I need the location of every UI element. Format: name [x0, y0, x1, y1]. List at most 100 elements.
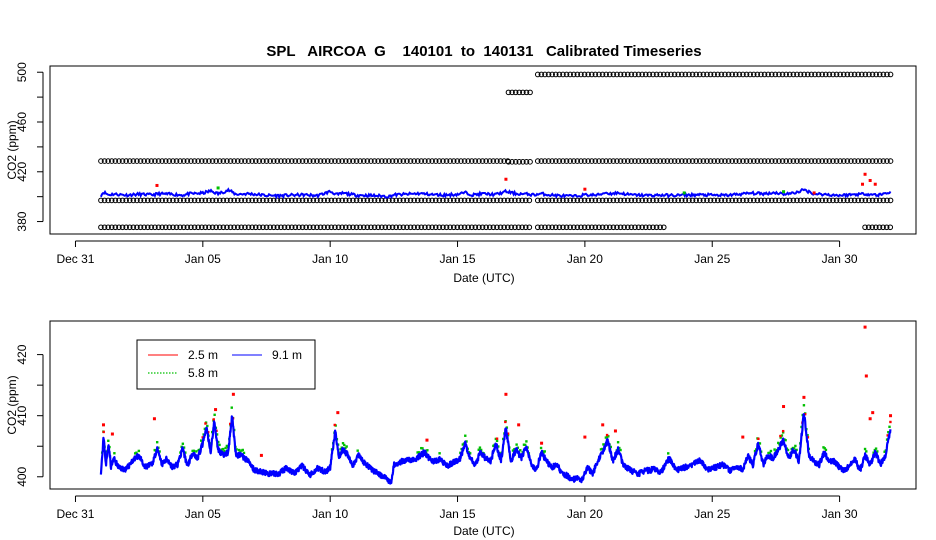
series-5-8m-point — [195, 450, 198, 453]
series-5-8m-point — [345, 445, 348, 448]
standard-point — [454, 224, 461, 231]
standard-point — [578, 71, 584, 78]
top-y-tick-label: 500 — [15, 62, 29, 82]
standard-point — [472, 197, 479, 204]
standard-point — [116, 224, 122, 231]
standard-point — [653, 71, 660, 78]
standard-point — [808, 71, 815, 78]
data-series — [99, 172, 892, 200]
standard-point — [693, 197, 699, 204]
standard-point — [332, 158, 338, 164]
top-y-tick-label: 380 — [15, 211, 29, 231]
standard-point — [144, 224, 151, 231]
standard-point — [148, 158, 155, 164]
bottom-y-tick-label: 400 — [15, 466, 29, 486]
standard-point — [260, 197, 266, 204]
series-5-8m-point — [794, 444, 797, 448]
standard-point — [556, 197, 563, 204]
standard-point — [490, 158, 497, 164]
series-2-5m-point — [741, 435, 745, 439]
series-2-5m-point — [863, 172, 867, 176]
standard-point — [224, 158, 230, 164]
standard-point — [822, 71, 829, 78]
series-2-5m-point — [886, 434, 889, 437]
standard-point — [324, 158, 331, 164]
standard-point — [588, 224, 595, 231]
standard-point — [754, 197, 761, 204]
standard-point — [260, 158, 266, 164]
standard-point — [592, 224, 599, 231]
standard-point — [585, 158, 591, 164]
standard-point — [306, 158, 313, 164]
series-5-8m-point — [230, 406, 233, 409]
standard-point — [671, 197, 678, 204]
figure-title: SPL AIRCOA G 140101 to 140131 Calibrated… — [266, 43, 701, 60]
standard-point — [332, 197, 338, 204]
standard-point — [98, 224, 104, 231]
standard-point — [542, 224, 548, 231]
series-5-8m-point — [888, 425, 891, 429]
standard-point — [567, 158, 573, 164]
standard-point — [119, 224, 126, 231]
series-5-8m-point — [478, 446, 482, 449]
bottom-y-tick-label: 420 — [15, 344, 29, 364]
standard-point — [596, 197, 602, 204]
standard-point — [454, 158, 461, 164]
standard-point — [443, 224, 450, 231]
standard-point — [468, 197, 475, 204]
standard-point — [494, 224, 500, 231]
standard-point — [556, 71, 563, 78]
standard-point — [245, 224, 252, 231]
standard-point — [227, 197, 234, 204]
standard-point — [267, 158, 273, 164]
series-2-5m-point — [425, 438, 429, 442]
standard-point — [671, 71, 678, 78]
standard-point — [429, 224, 435, 231]
standard-point — [844, 158, 851, 164]
series-5-8m-point — [223, 450, 226, 453]
standard-point — [560, 158, 566, 164]
standard-point — [504, 197, 511, 204]
standard-point — [292, 158, 299, 164]
standard-point — [422, 197, 428, 204]
standard-point — [123, 158, 129, 164]
bottom-x-tick-label: Jan 20 — [567, 507, 603, 521]
standard-point — [758, 71, 764, 78]
standard-point — [141, 224, 147, 231]
standard-point — [155, 158, 162, 164]
standard-point — [101, 197, 108, 204]
standard-point — [231, 197, 237, 204]
standard-point — [858, 71, 865, 78]
bottom-x-axis-label: Date (UTC) — [453, 524, 514, 538]
standard-point — [858, 197, 865, 204]
standard-point — [173, 158, 180, 164]
standard-point — [490, 197, 497, 204]
level-series — [99, 325, 893, 485]
series-5-8m-point — [823, 447, 826, 450]
series-5-8m-point — [191, 449, 194, 453]
standard-point — [786, 71, 793, 78]
standard-point — [357, 197, 363, 204]
standard-point — [660, 197, 667, 204]
standard-point — [486, 197, 493, 204]
standard-point — [396, 224, 403, 231]
standard-point — [425, 224, 432, 231]
standard-point — [324, 197, 331, 204]
standard-point — [526, 224, 533, 231]
standard-point — [159, 158, 165, 164]
standard-point — [501, 197, 507, 204]
standard-point — [765, 197, 771, 204]
standard-point — [429, 197, 435, 204]
standard-point — [306, 197, 313, 204]
series-5-8m-point — [343, 443, 346, 447]
series-5-8m-point — [339, 447, 342, 451]
standard-point — [249, 224, 255, 231]
series-5-8m-point — [341, 442, 345, 445]
standard-point — [422, 158, 428, 164]
series-2-5m-point — [868, 178, 872, 182]
standard-point — [360, 197, 367, 204]
standard-point — [281, 224, 288, 231]
standard-point — [876, 224, 883, 231]
standard-point — [263, 158, 270, 164]
standard-point — [545, 224, 552, 231]
